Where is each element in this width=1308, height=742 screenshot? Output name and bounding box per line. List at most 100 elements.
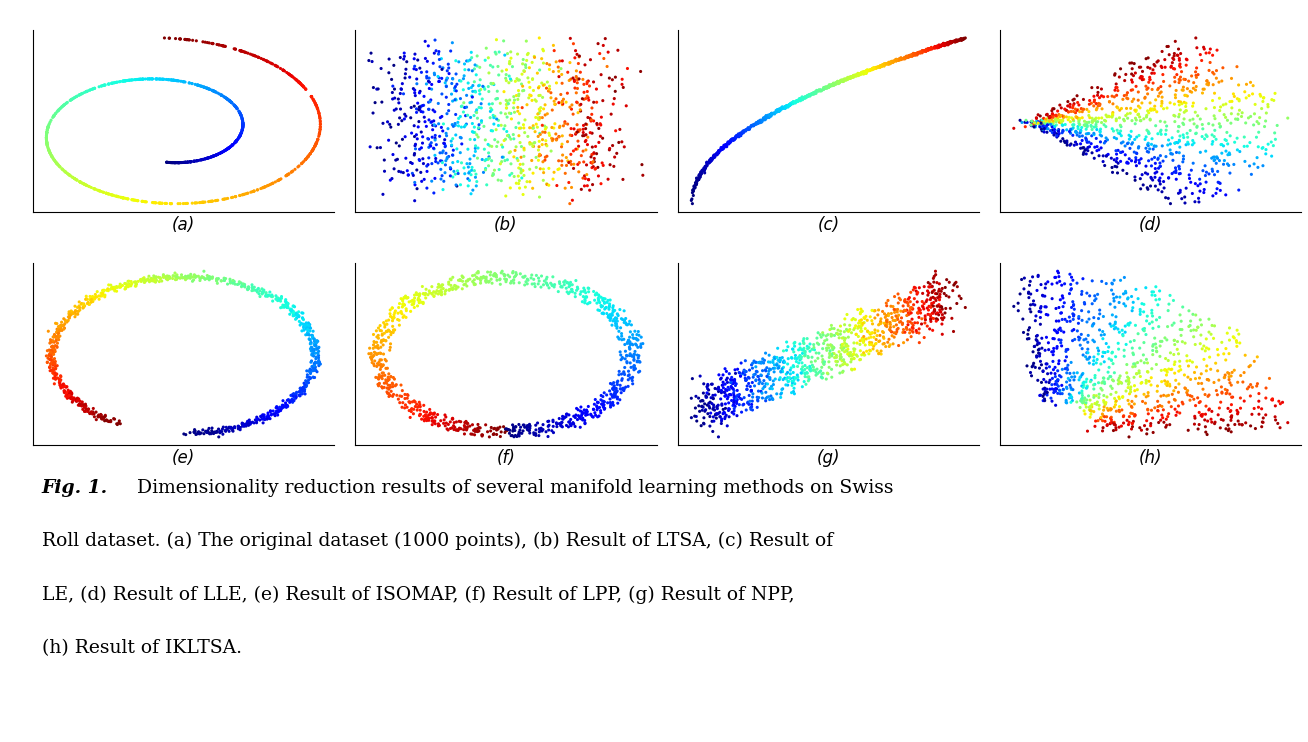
Point: [1057, 124, 1078, 136]
Point: [276, 400, 297, 412]
Text: (h) Result of IKLTSA.: (h) Result of IKLTSA.: [42, 639, 242, 657]
Point: [118, 193, 139, 205]
Point: [1054, 135, 1075, 147]
Point: [56, 388, 77, 400]
Point: [42, 362, 63, 374]
Point: [126, 278, 146, 290]
Point: [1101, 374, 1122, 386]
Point: [869, 319, 889, 331]
Point: [369, 369, 390, 381]
Point: [1046, 131, 1067, 143]
Point: [1049, 275, 1070, 287]
Point: [1050, 102, 1071, 114]
Point: [243, 186, 264, 197]
Point: [310, 121, 331, 133]
Point: [616, 318, 637, 330]
Point: [226, 135, 247, 147]
Point: [1253, 142, 1274, 154]
Point: [439, 283, 460, 295]
Point: [785, 378, 806, 390]
Point: [1080, 119, 1101, 131]
Point: [72, 399, 93, 411]
Point: [412, 153, 433, 165]
Point: [1164, 137, 1185, 149]
Point: [581, 115, 602, 127]
Point: [416, 72, 437, 84]
Point: [1209, 76, 1230, 88]
Point: [230, 129, 251, 141]
Point: [804, 87, 825, 99]
Point: [233, 420, 254, 432]
Point: [174, 428, 195, 440]
Point: [727, 384, 748, 396]
Point: [162, 157, 183, 168]
Point: [920, 42, 940, 54]
Point: [288, 311, 309, 323]
Point: [179, 271, 200, 283]
Point: [585, 162, 606, 174]
Point: [470, 273, 490, 285]
Point: [409, 87, 430, 99]
Point: [484, 422, 505, 434]
Point: [1146, 119, 1167, 131]
Point: [232, 114, 252, 125]
Point: [428, 420, 449, 432]
Point: [1048, 358, 1069, 370]
Point: [284, 308, 305, 320]
Point: [280, 304, 301, 316]
Point: [880, 339, 901, 351]
Point: [591, 292, 612, 303]
Point: [1041, 105, 1062, 116]
Point: [1079, 112, 1100, 124]
Point: [1075, 123, 1096, 135]
Point: [578, 283, 599, 295]
Point: [69, 88, 90, 100]
Point: [167, 157, 188, 168]
Point: [1105, 387, 1126, 398]
Point: [226, 102, 247, 114]
Point: [82, 295, 103, 307]
Point: [300, 367, 320, 378]
Point: [931, 40, 952, 52]
Point: [912, 300, 933, 312]
Point: [536, 272, 557, 283]
Point: [211, 275, 232, 287]
Point: [1091, 90, 1112, 102]
Point: [763, 356, 783, 368]
Point: [382, 302, 403, 314]
Point: [1216, 126, 1237, 138]
Point: [1130, 62, 1151, 73]
Point: [110, 281, 131, 293]
Point: [445, 94, 466, 106]
Point: [281, 303, 302, 315]
Point: [1199, 43, 1220, 55]
Point: [41, 150, 61, 162]
Point: [579, 53, 600, 65]
Point: [505, 421, 526, 433]
Point: [951, 33, 972, 45]
Point: [577, 78, 598, 90]
Point: [1143, 140, 1164, 152]
Point: [266, 407, 286, 419]
Point: [938, 39, 959, 50]
Point: [803, 341, 824, 353]
Point: [277, 302, 298, 314]
Point: [52, 100, 73, 112]
Point: [815, 335, 836, 347]
Point: [816, 82, 837, 93]
Point: [271, 404, 292, 416]
Point: [1080, 404, 1101, 416]
Point: [519, 62, 540, 73]
Point: [301, 345, 322, 357]
Point: [405, 106, 426, 118]
Point: [229, 107, 250, 119]
Point: [1220, 406, 1241, 418]
Point: [466, 272, 487, 283]
Point: [931, 39, 952, 50]
Point: [695, 398, 715, 410]
Point: [297, 324, 318, 335]
Point: [1041, 378, 1062, 390]
Point: [760, 372, 781, 384]
Point: [462, 428, 483, 440]
Point: [411, 413, 432, 425]
